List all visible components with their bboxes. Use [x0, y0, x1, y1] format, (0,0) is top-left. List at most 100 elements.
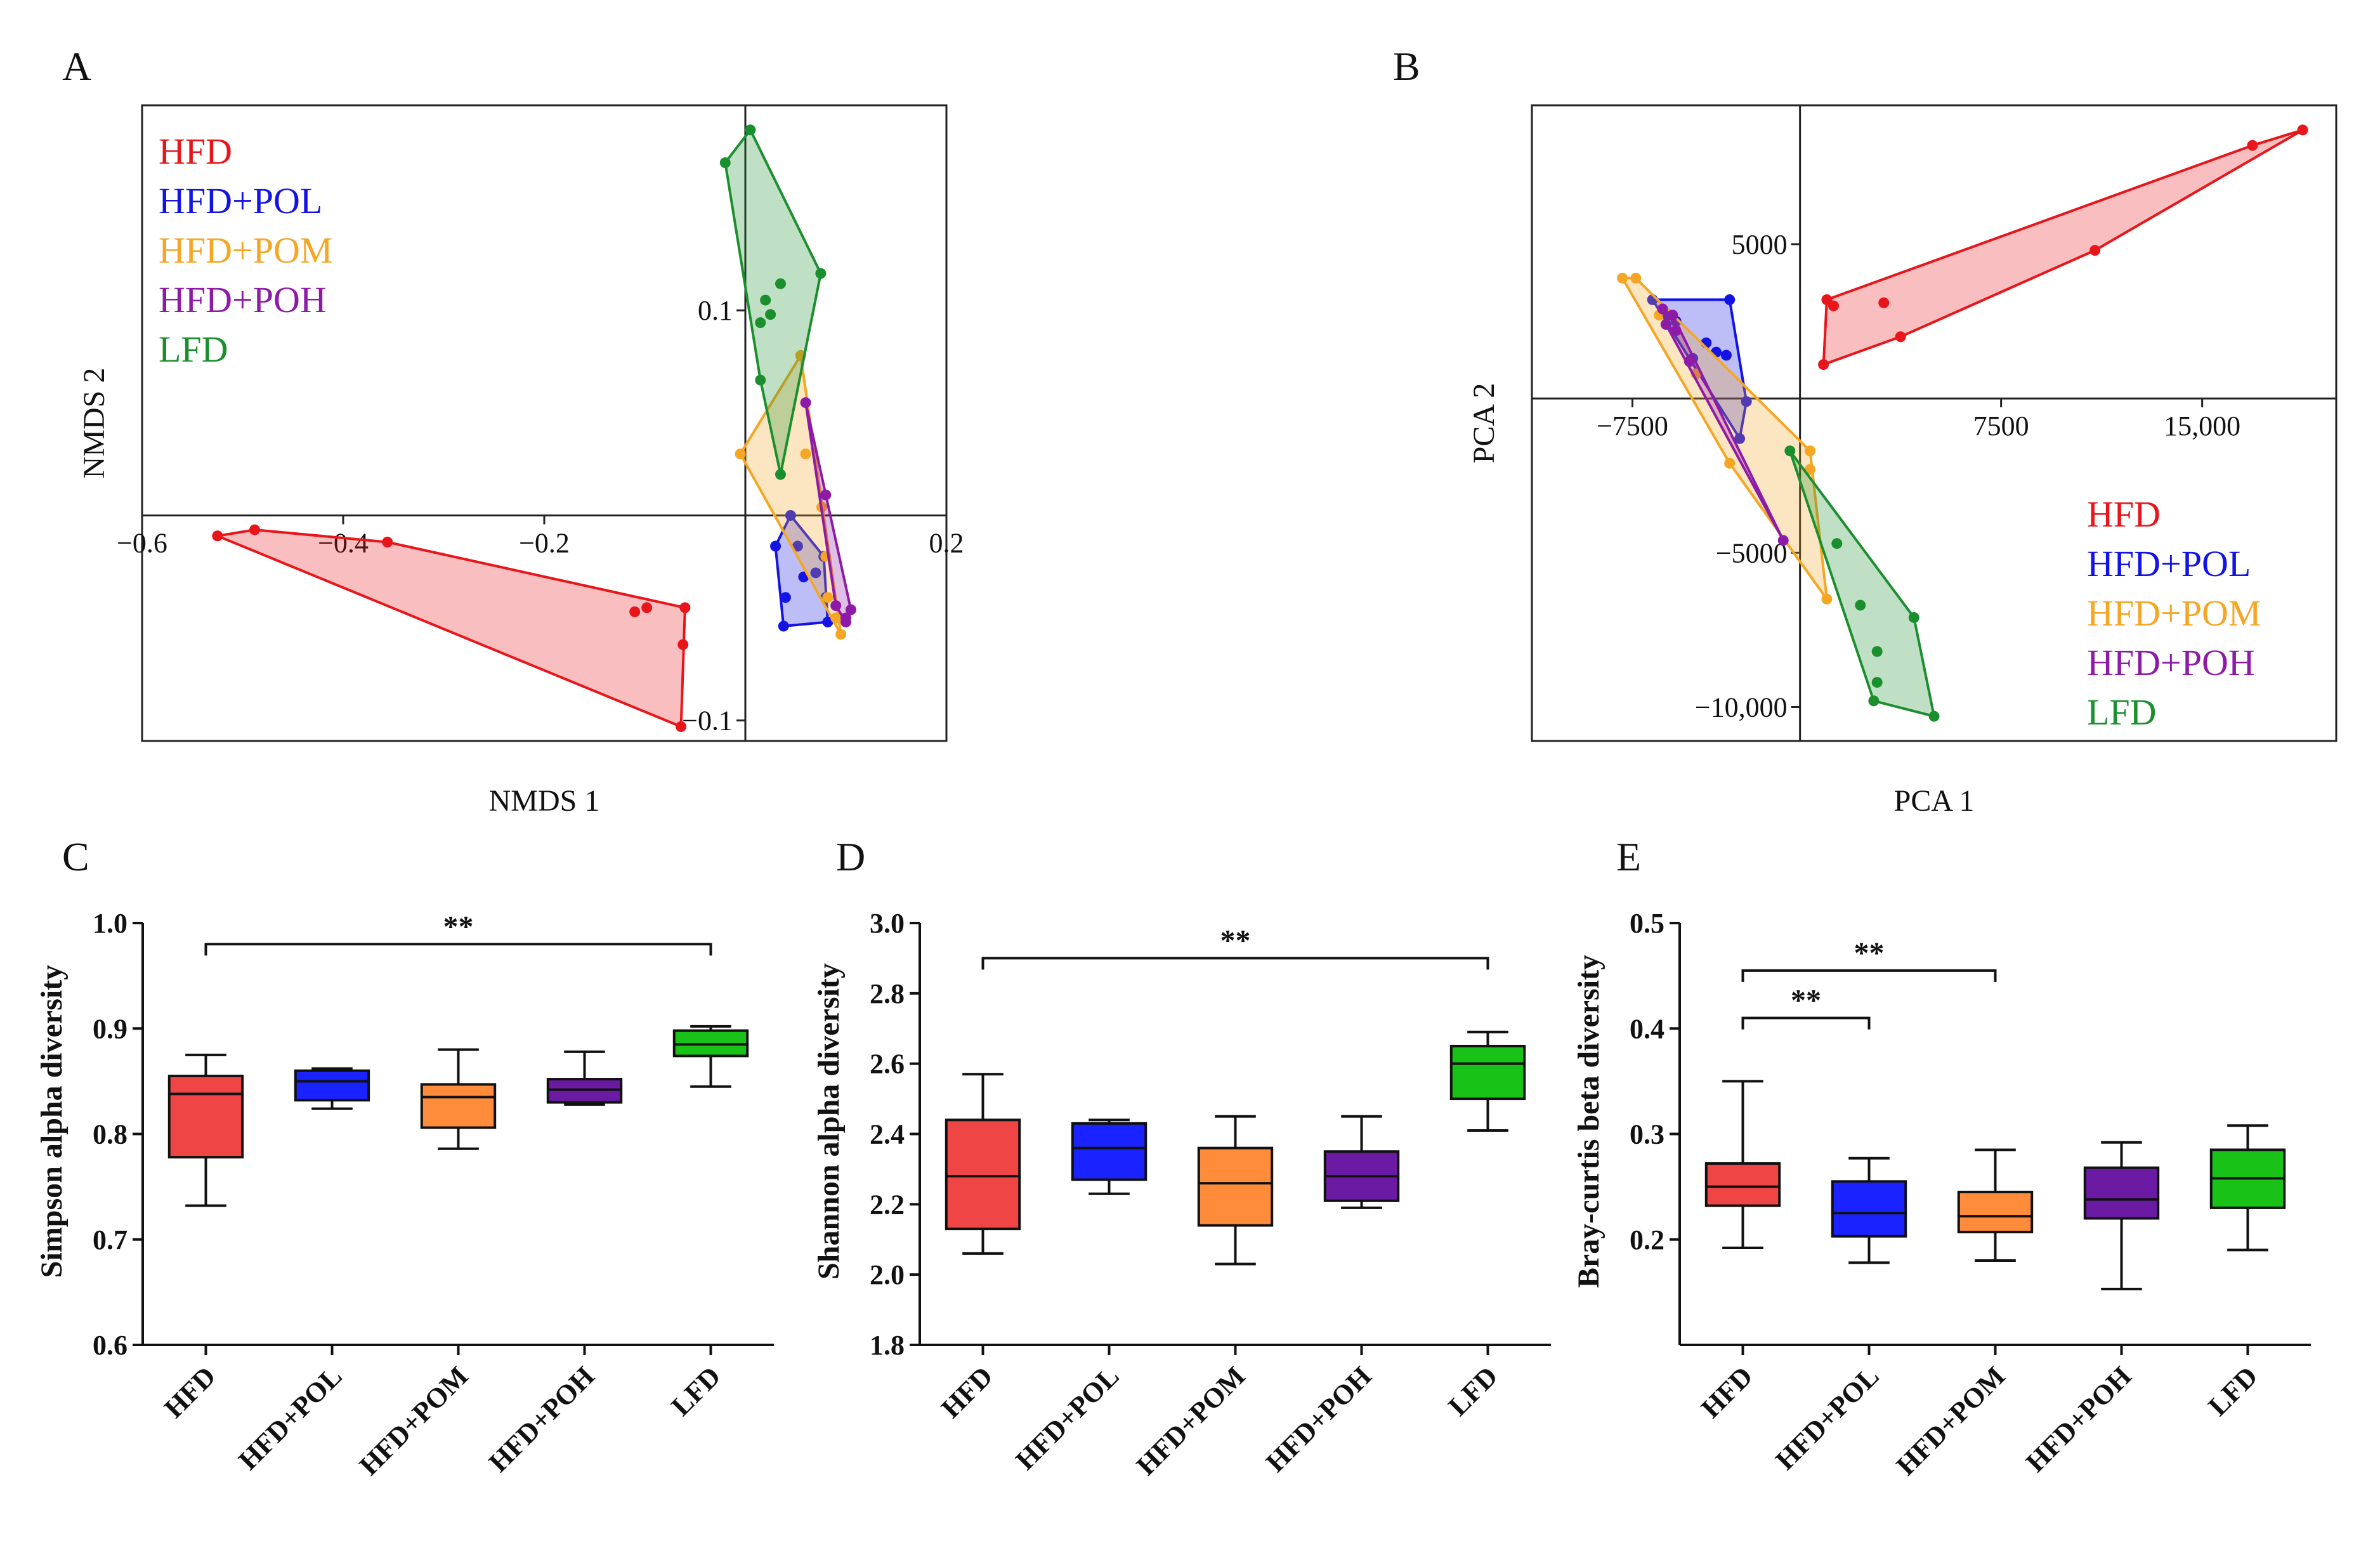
x-tick-label-D-4: LFD — [1442, 1360, 1504, 1422]
legend-entry-B-hfd: HFD — [2087, 494, 2161, 535]
point-A-lfd-3 — [775, 278, 786, 289]
x-tick-label-E-3: HFD+POH — [2020, 1360, 2137, 1478]
x-tick-label-D-3: HFD+POH — [1260, 1360, 1377, 1478]
y-tick-label-D-1: 2.0 — [870, 1259, 905, 1290]
y-tick-label-C-2: 0.8 — [93, 1119, 128, 1150]
panel-E: E 0.2 0.3 0.4 0.5 HFD HFD+POL HFD+POM HFD+POH LFD… — [1572, 834, 2311, 1481]
point-B-hfd-5 — [1878, 297, 1890, 308]
point-A-hfd-pol-1 — [770, 541, 781, 552]
x-tick-label-A-3: 0.2 — [929, 527, 964, 558]
point-B-hfd-7 — [1818, 359, 1829, 370]
y-tick-label-B-2: −10,000 — [1695, 691, 1788, 723]
box-E-hfd-poh — [2083, 1166, 2160, 1220]
significance-bracket-E-0 — [1741, 969, 1997, 982]
y-tick-label-C-1: 0.7 — [93, 1224, 128, 1255]
y-tick-label-D-2: 2.2 — [870, 1189, 905, 1220]
point-B-hfd-4 — [1828, 300, 1839, 311]
y-axis-title-D: Shannon alpha diversity — [812, 963, 846, 1280]
y-axis-title-A: NMDS 2 — [77, 368, 111, 479]
x-tick-label-E-2: HFD+POM — [1890, 1360, 2011, 1481]
point-B-lfd-6 — [1868, 695, 1880, 707]
x-tick-label-B-1: 7500 — [1973, 410, 2029, 442]
point-B-hfd-poh-5 — [1777, 535, 1789, 546]
point-A-lfd-8 — [775, 469, 786, 480]
y-tick-label-D-0: 1.8 — [870, 1330, 905, 1361]
point-A-hfd-pom-5 — [822, 592, 834, 603]
y-tick-label-C-0: 0.6 — [93, 1330, 128, 1361]
point-A-lfd-1 — [719, 157, 731, 169]
legend-entry-A-hfd: HFD — [159, 131, 232, 172]
x-tick-label-A-2: −0.2 — [519, 527, 570, 558]
box-D-lfd — [1449, 1044, 1526, 1101]
legend-entry-B-hfd-pom: HFD+POM — [2087, 593, 2261, 634]
plot-frame-B — [1531, 104, 2338, 742]
significance-bracket-D-0 — [981, 957, 1489, 970]
point-A-hfd-pom-6 — [830, 612, 842, 624]
x-tick-label-E-4: LFD — [2202, 1360, 2264, 1422]
point-B-hfd-6 — [1895, 331, 1906, 343]
point-B-hfd-0 — [2297, 124, 2308, 136]
box-E-hfd-pom — [1957, 1190, 2034, 1234]
x-tick-label-D-0: HFD — [935, 1360, 998, 1424]
x-tick-label-C-4: LFD — [665, 1360, 727, 1422]
point-B-hfd-pom-0 — [1617, 272, 1628, 284]
point-A-lfd-2 — [815, 268, 827, 279]
hull-B-hfd — [1822, 128, 2305, 366]
point-B-hfd-pom-5 — [1805, 445, 1816, 457]
box-C-hfd-pol — [294, 1069, 370, 1102]
panel-D: D 1.8 2.0 2.2 2.4 2.6 2.8 3.0 HFD HFD+POL HFD+POM H… — [812, 834, 1551, 1481]
point-A-hfd-poh-2 — [830, 600, 842, 612]
significance-bracket-C-0 — [204, 943, 712, 956]
point-A-hfd-pol-4 — [810, 567, 821, 579]
point-A-lfd-0 — [745, 124, 756, 136]
significance-bracket-E-1 — [1741, 1016, 1871, 1030]
point-A-hfd-6 — [677, 639, 689, 650]
point-B-hfd-pol-1 — [1724, 294, 1736, 305]
y-tick-label-D-3: 2.4 — [870, 1119, 905, 1150]
box-D-hfd — [945, 1118, 1021, 1231]
y-tick-label-A-0: 0.1 — [698, 295, 733, 326]
point-A-hfd-pom-7 — [835, 629, 847, 640]
x-tick-label-C-2: HFD+POM — [353, 1360, 474, 1481]
panel-B: B −7500 7500 15,000 5000 −5000 −10,000 PCA 1 PCA… — [1393, 44, 2338, 818]
point-A-hfd-5 — [679, 602, 691, 613]
x-tick-label-D-2: HFD+POM — [1130, 1360, 1252, 1481]
point-A-hfd-pol-8 — [778, 620, 789, 632]
x-tick-label-A-0: −0.6 — [117, 527, 167, 558]
point-A-hfd-7 — [676, 721, 687, 732]
hull-A-lfd — [724, 128, 822, 476]
y-tick-label-D-5: 2.8 — [870, 978, 905, 1009]
panel-C: C 0.6 0.7 0.8 0.9 1.0 HFD HFD+POL HFD+POM HFD+POH… — [35, 834, 774, 1481]
point-A-hfd-pom-0 — [735, 448, 746, 459]
legend-entry-B-hfd-pol: HFD+POL — [2087, 543, 2251, 584]
box-C-hfd-pom — [420, 1083, 497, 1129]
legend-entry-B-lfd: LFD — [2087, 691, 2157, 733]
x-tick-label-E-1: HFD+POL — [1770, 1360, 1885, 1476]
point-A-hfd-pom-2 — [800, 448, 811, 459]
y-tick-label-E-3: 0.5 — [1630, 908, 1664, 939]
point-A-hfd-4 — [641, 602, 653, 613]
point-B-hfd-poh-1 — [1667, 310, 1678, 321]
point-A-hfd-1 — [249, 524, 261, 535]
point-B-hfd-pol-8 — [1741, 396, 1752, 407]
point-B-lfd-5 — [1871, 677, 1883, 688]
y-tick-label-C-3: 0.9 — [93, 1013, 128, 1044]
point-A-hfd-0 — [212, 530, 223, 542]
x-tick-label-A-1: −0.4 — [318, 527, 369, 558]
point-B-hfd-poh-4 — [1684, 356, 1695, 367]
box-E-hfd-pol — [1831, 1180, 1907, 1238]
point-A-hfd-poh-0 — [800, 397, 811, 409]
panel-label-B: B — [1393, 44, 1420, 89]
point-A-hfd-2 — [382, 536, 393, 547]
y-tick-label-D-6: 3.0 — [870, 908, 905, 939]
significance-label-D-0: ** — [1220, 924, 1251, 957]
legend-entry-A-hfd-pom: HFD+POM — [159, 230, 332, 271]
point-B-lfd-1 — [1831, 538, 1843, 549]
point-B-lfd-7 — [1928, 711, 1940, 722]
legend-entry-B-hfd-poh: HFD+POH — [2087, 642, 2255, 683]
point-B-hfd-poh-3 — [1670, 325, 1682, 336]
box-C-hfd — [167, 1075, 244, 1159]
x-tick-label-B-0: −7500 — [1597, 410, 1668, 442]
x-tick-label-C-3: HFD+POH — [483, 1360, 600, 1478]
